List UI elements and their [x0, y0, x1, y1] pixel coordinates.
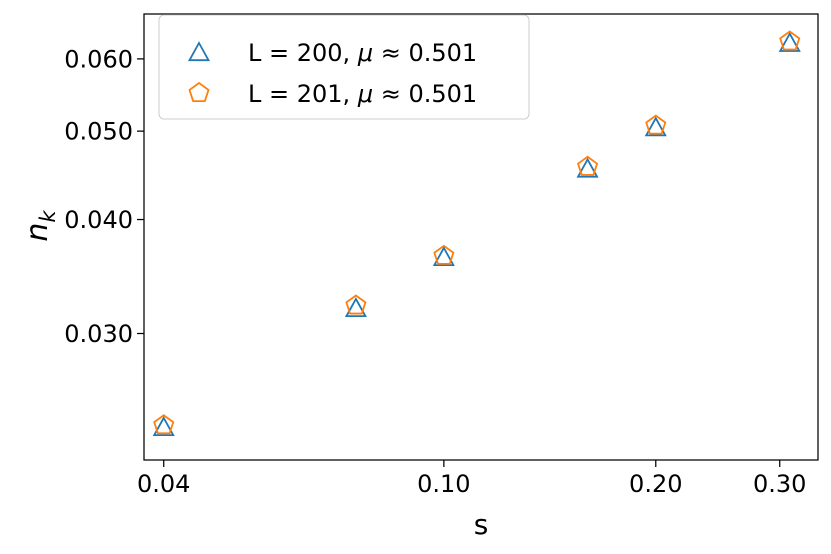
legend-label-series-1: L = 200, μ ≈ 0.501: [248, 39, 477, 67]
plot-points: [152, 30, 801, 436]
y-axis: 0.030 0.040 0.050 0.060: [64, 45, 144, 348]
data-point-triangle-series-1: [432, 246, 455, 266]
data-point-pentagon-series-2: [345, 294, 367, 315]
legend-marker-pentagon: [188, 81, 210, 102]
y-tick-label: 0.050: [64, 118, 133, 146]
x-tick-label: 0.10: [417, 470, 470, 498]
y-tick-label: 0.060: [64, 45, 133, 73]
data-point-pentagon-series-2: [645, 114, 667, 135]
data-point-pentagon-series-2: [153, 414, 175, 435]
y-tick-label: 0.030: [64, 320, 133, 348]
legend-marker-triangle: [187, 41, 211, 62]
data-point-pentagon-series-2: [433, 244, 455, 265]
legend-label-value: ≈ 0.501: [373, 39, 477, 67]
plot-frame: [143, 13, 819, 461]
data-point-triangle-series-1: [152, 416, 175, 436]
y-axis-label-subscript: k: [36, 210, 60, 223]
x-tick-label: 0.30: [753, 470, 806, 498]
legend-box: [158, 14, 530, 120]
data-point-triangle-series-1: [576, 157, 599, 178]
legend-label-main: L = 200,: [248, 39, 358, 67]
data-point-pentagon-series-2: [779, 30, 801, 51]
data-point-triangle-series-1: [644, 116, 667, 137]
data-point-triangle-series-1: [778, 31, 801, 52]
y-tick-label: 0.040: [64, 206, 133, 234]
x-axis-label: s: [474, 508, 489, 541]
data-point-triangle-series-1: [344, 297, 367, 318]
legend-label-main: L = 201,: [248, 80, 358, 108]
data-point-pentagon-series-2: [576, 155, 599, 176]
legend-label-mu: μ: [357, 80, 373, 108]
legend-label-value: ≈ 0.501: [373, 80, 477, 108]
y-axis-label-main: n: [20, 223, 55, 242]
legend-label-mu: μ: [357, 39, 373, 67]
y-axis-label: nk: [20, 210, 60, 242]
x-axis: 0.04 0.10 0.20 0.30: [137, 460, 806, 498]
x-tick-label: 0.20: [629, 470, 682, 498]
x-tick-label: 0.04: [137, 470, 190, 498]
legend-label-series-2: L = 201, μ ≈ 0.501: [248, 80, 477, 108]
